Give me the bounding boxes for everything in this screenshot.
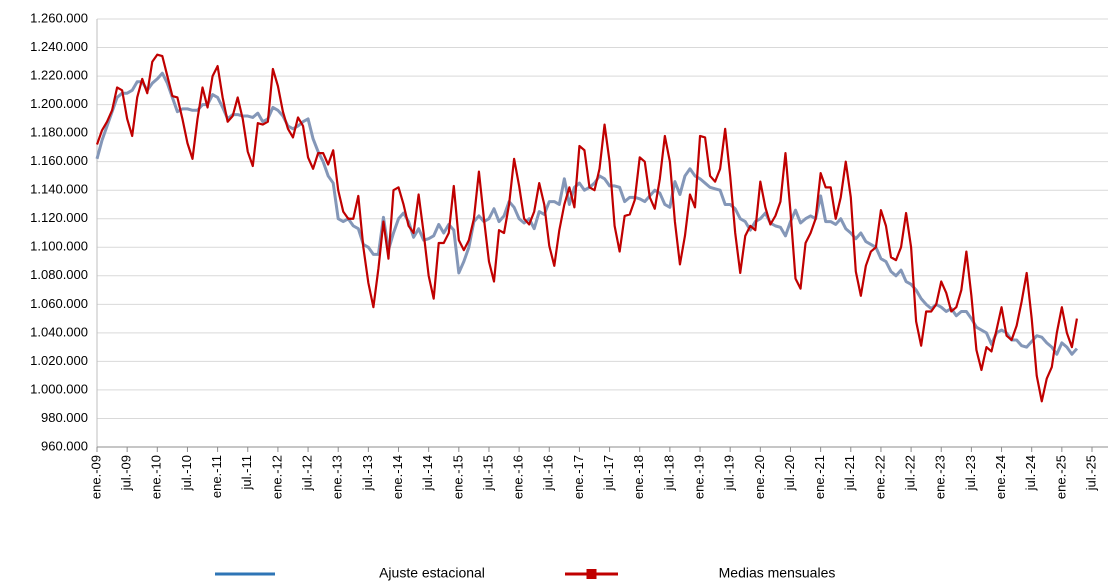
x-tick-label: jul.-23: [963, 455, 978, 491]
series-line: [95, 53, 1079, 403]
x-tick-label: jul.-12: [299, 455, 314, 491]
x-tick-label: jul.-25: [1083, 455, 1098, 491]
y-tick-label: 980.000: [41, 410, 88, 425]
y-tick-label: 1.140.000: [30, 182, 88, 197]
legend-label: Medias mensuales: [719, 565, 836, 581]
x-tick-label: ene.-16: [511, 455, 526, 499]
y-tick-label: 1.020.000: [30, 353, 88, 368]
y-tick-label: 1.000.000: [30, 381, 88, 396]
x-tick-label: ene.-20: [752, 455, 767, 499]
y-tick-label: 1.120.000: [30, 210, 88, 225]
y-tick-label: 1.160.000: [30, 153, 88, 168]
x-tick-label: ene.-09: [88, 455, 103, 499]
x-tick-label: jul.-13: [360, 455, 375, 491]
y-tick-label: 1.220.000: [30, 68, 88, 83]
x-tick-label: ene.-15: [450, 455, 465, 499]
x-tick-label: jul.-11: [239, 455, 254, 490]
x-tick-label: ene.-22: [872, 455, 887, 499]
x-tick-label: ene.-23: [933, 455, 948, 499]
x-tick-label: jul.-16: [541, 455, 556, 491]
x-tick-label: ene.-14: [390, 455, 405, 499]
y-tick-label: 1.260.000: [30, 10, 88, 25]
x-tick-label: jul.-15: [480, 455, 495, 491]
x-tick-label: jul.-18: [661, 455, 676, 491]
legend-marker: [586, 569, 597, 579]
x-tick-label: ene.-12: [269, 455, 284, 499]
x-tick-label: ene.-21: [812, 455, 827, 499]
x-tick-label: ene.-18: [631, 455, 646, 499]
x-tick-label: jul.-10: [179, 455, 194, 491]
y-tick-label: 1.180.000: [30, 125, 88, 140]
x-tick-label: ene.-10: [149, 455, 164, 499]
x-tick-label: ene.-13: [330, 455, 345, 499]
x-tick-label: ene.-19: [691, 455, 706, 499]
y-tick-label: 960.000: [41, 438, 88, 453]
y-tick-label: 1.240.000: [30, 39, 88, 54]
x-tick-label: jul.-19: [722, 455, 737, 491]
x-tick-label: ene.-24: [993, 455, 1008, 499]
x-tick-label: jul.-09: [119, 455, 134, 491]
y-tick-label: 1.080.000: [30, 267, 88, 282]
y-tick-label: 1.060.000: [30, 296, 88, 311]
legend-label: Ajuste estacional: [379, 565, 485, 581]
x-tick-label: ene.-11: [209, 455, 224, 498]
x-tick-label: ene.-25: [1053, 455, 1068, 499]
y-tick-label: 1.040.000: [30, 324, 88, 339]
x-tick-label: jul.-24: [1023, 455, 1038, 491]
x-tick-label: jul.-21: [842, 455, 857, 491]
y-tick-label: 1.100.000: [30, 239, 88, 254]
x-tick-label: jul.-17: [601, 455, 616, 491]
x-tick-label: jul.-14: [420, 455, 435, 491]
x-tick-label: jul.-22: [903, 455, 918, 491]
x-tick-label: ene.-17: [571, 455, 586, 499]
x-tick-label: jul.-20: [782, 455, 797, 491]
y-tick-label: 1.200.000: [30, 96, 88, 111]
